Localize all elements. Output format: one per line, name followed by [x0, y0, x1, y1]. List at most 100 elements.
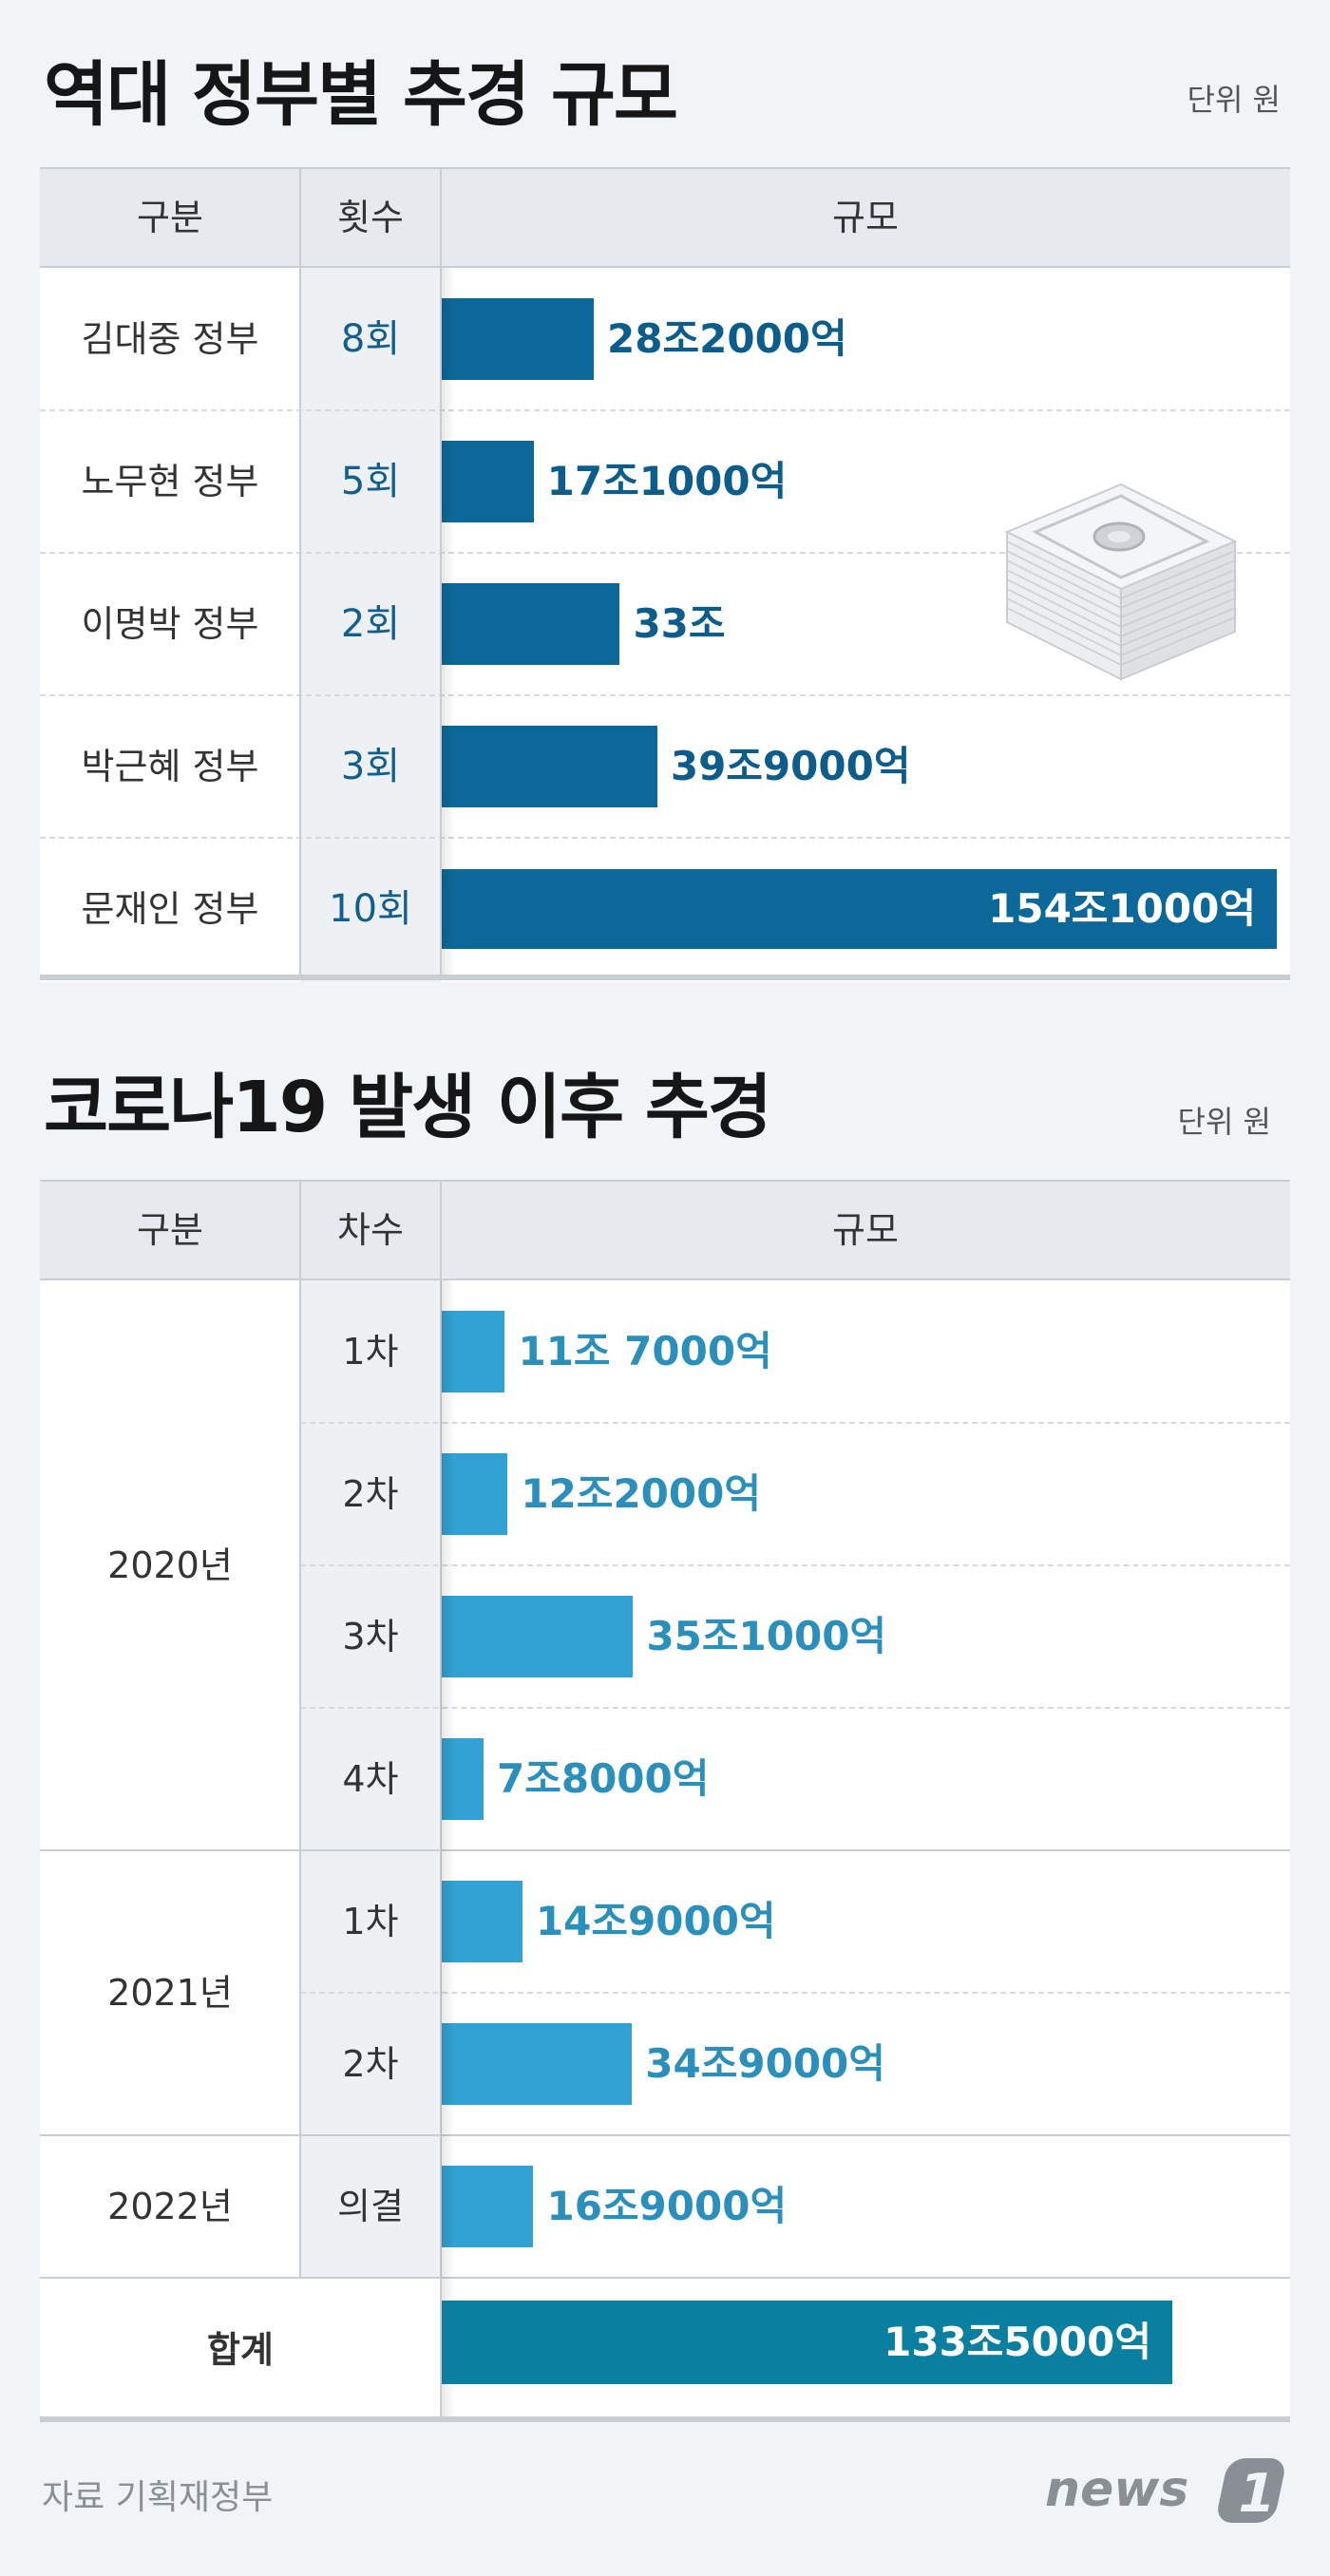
- chart2-header-scale: 규모: [832, 1209, 899, 1251]
- chart2-row: 2차 34조9000억: [40, 1993, 1290, 2135]
- chart1-header-count: 횟수: [337, 197, 404, 238]
- chart1-row: 노무현 정부 5회 17조1000억: [40, 410, 1290, 554]
- chart1-category-label: 노무현 정부: [81, 461, 259, 502]
- chart2-bottom-border: [40, 2416, 1290, 2422]
- chart2-group-divider: [40, 1849, 1290, 1851]
- chart1-count-value: 10회: [329, 887, 412, 931]
- chart2-bar: [441, 1596, 634, 1677]
- chart1-value-label: 17조1000억: [546, 458, 788, 504]
- chart1-row: 이명박 정부 2회 33조: [40, 553, 1290, 696]
- chart2-row: 2차 12조2000억: [40, 1423, 1290, 1566]
- chart2-row-divider: [300, 1422, 1290, 1424]
- chart2-round-column: [300, 1280, 441, 2278]
- chart2-table: 구분 차수 규모 1차 11조 7000억 2차 12조2000억 3차 35조1000억…: [40, 1180, 1290, 2422]
- news1-logo: news 1: [1045, 2458, 1284, 2525]
- chart1-category-label: 문재인 정부: [81, 888, 259, 930]
- chart1-row: 문재인 정부 10회 154조1000억: [40, 838, 1290, 980]
- chart2-round-label: 3차: [342, 1616, 399, 1657]
- chart1-count-value: 5회: [340, 460, 401, 503]
- chart2-total-bar: [441, 2301, 1172, 2384]
- chart2-total-divider: [440, 2278, 442, 2422]
- chart1-col-shadow: [441, 268, 454, 980]
- chart2-round-label: 의결: [337, 2186, 404, 2227]
- chart2-group-divider: [40, 2134, 1290, 2136]
- chart1-category-label: 박근혜 정부: [81, 746, 259, 787]
- chart2-row: 3차 35조1000억: [40, 1565, 1290, 1709]
- chart2-round-label: 2차: [342, 1473, 399, 1515]
- chart1-category-label: 김대중 정부: [81, 318, 259, 360]
- chart2-round-label: 2차: [342, 2043, 399, 2085]
- chart2-bar: [441, 1311, 505, 1392]
- chart1-row-divider: [40, 409, 1290, 411]
- chart2-group-divider: [40, 2277, 1290, 2279]
- chart1-header-category: 구분: [137, 197, 203, 238]
- chart1-bar: [441, 583, 620, 665]
- chart2-col-divider-2: [440, 1180, 442, 2278]
- chart2-row-divider: [300, 1707, 1290, 1709]
- chart1-value-label: 28조2000억: [607, 315, 847, 362]
- chart1-header-scale: 규모: [832, 197, 899, 238]
- chart2-unit: 단위 원: [1177, 1104, 1272, 1140]
- chart1-bar: [441, 726, 657, 807]
- chart1-col-divider-2: [440, 167, 442, 980]
- chart1-row-divider: [40, 837, 1290, 839]
- chart1-value-label: 154조1000억: [988, 885, 1256, 932]
- chart2-row: 4차 7조8000억: [40, 1708, 1290, 1850]
- chart1-count-value: 8회: [340, 317, 401, 361]
- chart2-year-label: 2022년: [107, 2186, 233, 2227]
- chart2-col-shadow: [441, 1280, 454, 2422]
- chart2-bar: [441, 2166, 534, 2247]
- chart1-count-column: [300, 268, 441, 982]
- chart2-round-label: 4차: [342, 1758, 399, 1800]
- chart2-bar: [441, 2023, 633, 2105]
- chart2-total-row: 합계 133조5000억: [40, 2278, 1290, 2422]
- chart2-header-round: 차수: [337, 1209, 404, 1251]
- chart2-value-label: 16조9000억: [546, 2183, 788, 2229]
- chart1-count-value: 3회: [340, 745, 401, 788]
- chart1-col-divider: [299, 268, 301, 980]
- chart1-bar: [441, 869, 1277, 949]
- chart2-value-label: 14조9000억: [535, 1898, 776, 1944]
- chart2-year-label: 2020년: [107, 1544, 233, 1586]
- chart2-header-category: 구분: [137, 1209, 203, 1251]
- chart1-bar: [441, 298, 595, 380]
- chart2-row: 의결 16조9000억: [40, 2135, 1290, 2278]
- chart1-row: 박근혜 정부 3회 39조9000억: [40, 695, 1290, 839]
- money-stack-icon: [1004, 483, 1238, 681]
- chart2-total-value-label: 133조5000억: [884, 2319, 1151, 2365]
- chart1-category-label: 이명박 정부: [81, 603, 259, 645]
- chart2-value-label: 34조9000억: [645, 2040, 885, 2087]
- chart1-bottom-border: [40, 975, 1290, 980]
- svg-text:news: news: [1045, 2461, 1188, 2518]
- chart1-row-divider: [40, 552, 1290, 554]
- chart2-row: 1차 11조 7000억: [40, 1280, 1290, 1424]
- chart2-value-label: 11조 7000억: [518, 1328, 772, 1374]
- chart2-value-label: 7조8000억: [496, 1755, 710, 1802]
- chart2-round-label: 1차: [342, 1901, 399, 1942]
- chart1-value-label: 39조9000억: [670, 743, 911, 789]
- chart1-bar: [441, 441, 534, 522]
- chart2-value-label: 35조1000억: [646, 1613, 887, 1659]
- chart2-row: 1차 14조9000억: [40, 1850, 1290, 1994]
- chart1-value-label: 33조: [633, 600, 726, 647]
- chart2-col-divider: [299, 1180, 301, 2278]
- chart1-row-divider: [40, 694, 1290, 696]
- chart2-bar: [441, 1881, 522, 1962]
- chart2-bar: [441, 1738, 484, 1820]
- source-note: 자료 기획재정부: [42, 2478, 274, 2517]
- chart2-bar: [441, 1453, 508, 1535]
- chart2-value-label: 12조2000억: [521, 1470, 761, 1517]
- chart1-unit: 단위 원: [1187, 82, 1282, 118]
- chart1-count-value: 2회: [340, 602, 401, 646]
- chart2-row-divider: [300, 1992, 1290, 1994]
- chart1-header-row: 구분 횟수 규모: [40, 167, 1290, 268]
- chart2-total-label: 합계: [207, 2329, 274, 2371]
- chart1-header-divider: [299, 167, 301, 268]
- chart1-row: 김대중 정부 8회 28조2000억: [40, 268, 1290, 411]
- chart2-title: 코로나19 발생 이후 추경: [44, 1067, 772, 1148]
- chart2-year-label: 2021년: [107, 1972, 233, 2014]
- chart2-header-row: 구분 차수 규모: [40, 1180, 1290, 1280]
- chart2-row-divider: [300, 1564, 1290, 1566]
- chart1-title: 역대 정부별 추경 규모: [44, 54, 678, 136]
- chart2-round-label: 1차: [342, 1331, 399, 1373]
